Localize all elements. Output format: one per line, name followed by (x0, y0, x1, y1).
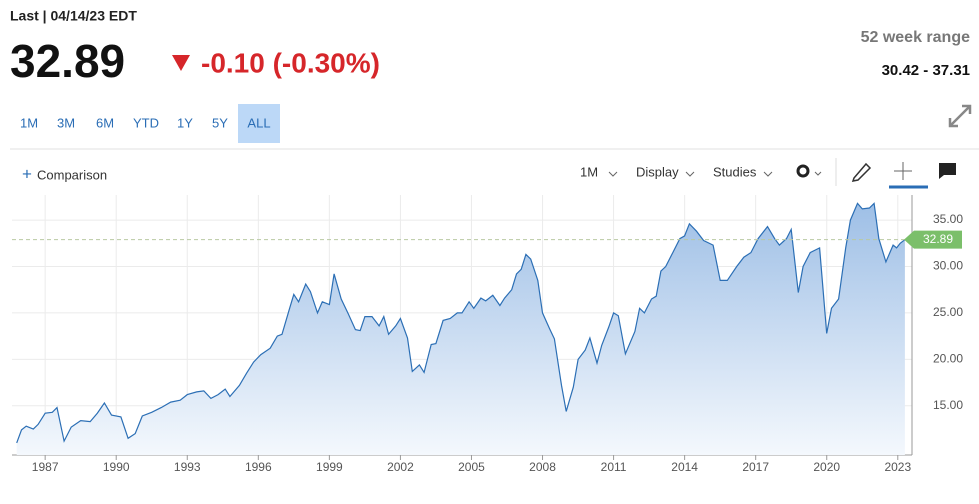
draw-icon[interactable] (851, 162, 872, 182)
price-change: -0.10 (-0.30%) (201, 47, 380, 78)
interval[interactable]: 1M (580, 164, 598, 179)
plus-icon[interactable]: + (22, 164, 32, 183)
x-tick-label: 1993 (174, 460, 201, 474)
studies[interactable]: Studies (713, 164, 757, 179)
plot: 1987 1990 1993 1996 1999 2002 2005 2008 2011 2014… (12, 195, 963, 474)
x-tick-label: 2020 (813, 460, 840, 474)
area (16, 203, 905, 455)
range-button[interactable]: 6M (96, 115, 114, 130)
last-label: Last | 04/14/23 EDT (10, 8, 137, 24)
x-tick-label: 2005 (458, 460, 485, 474)
range-title: 52 week range (861, 29, 971, 46)
expand-icon[interactable] (948, 104, 972, 128)
range-button[interactable]: 5Y (212, 115, 228, 130)
range-button[interactable]: 1M (20, 115, 38, 130)
comment-icon[interactable] (939, 163, 956, 179)
line (16, 202, 906, 444)
x-tick-label: 2002 (387, 460, 414, 474)
caret (608, 171, 618, 177)
y-tick-label: 35.00 (933, 212, 963, 226)
caret (685, 171, 695, 177)
display[interactable]: Display (636, 164, 679, 179)
last-price-tag (904, 230, 962, 249)
settings-icon[interactable] (796, 164, 810, 178)
x-tick-label: 1990 (103, 460, 130, 474)
last-price-label: 32.89 (923, 232, 953, 246)
down-arrow (172, 55, 190, 71)
active-range (238, 104, 280, 143)
x-tick-label: 1999 (316, 460, 343, 474)
x-tick-label: 2014 (671, 460, 698, 474)
range-button[interactable]: ALL (247, 115, 270, 130)
y-tick-label: 15.00 (933, 398, 963, 412)
x-tick-label: 1996 (245, 460, 272, 474)
range-button[interactable]: 1Y (177, 115, 193, 130)
y-tick-label: 25.00 (933, 305, 963, 319)
price: 32.89 (10, 35, 125, 87)
x-tick-label: 2017 (742, 460, 769, 474)
x-tick-label: 2011 (601, 460, 627, 474)
y-tick-label: 30.00 (933, 259, 963, 273)
range-buttons: 1M 3M 6M YTD 1Y 5Y ALL (20, 104, 280, 143)
x-tick-label: 2008 (529, 460, 556, 474)
crosshair-icon[interactable] (894, 162, 912, 180)
caret (814, 171, 822, 176)
caret (763, 171, 773, 177)
x-tick-label: 2023 (884, 460, 911, 474)
range-button[interactable]: 3M (57, 115, 75, 130)
y-tick-label: 20.00 (933, 352, 963, 366)
range-value: 30.42 - 37.31 (882, 62, 970, 79)
range-button[interactable]: YTD (133, 115, 159, 130)
x-tick-label: 1987 (32, 460, 59, 474)
comparison[interactable]: Comparison (37, 167, 107, 182)
